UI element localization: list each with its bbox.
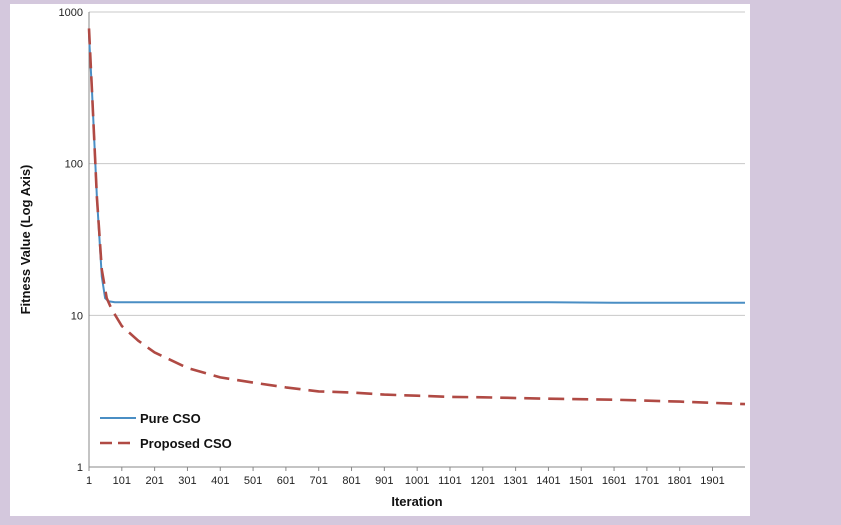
legend-label-1: Pure CSO <box>140 411 201 426</box>
x-tick-label: 1501 <box>569 475 593 487</box>
y-tick-label: 1000 <box>59 7 83 19</box>
x-tick-label: 201 <box>145 475 163 487</box>
y-tick-label: 100 <box>65 159 83 171</box>
legend-label-2: Proposed CSO <box>140 436 232 451</box>
x-tick-label: 1301 <box>503 475 527 487</box>
x-tick-label: 101 <box>113 475 131 487</box>
x-tick-label: 1401 <box>536 475 560 487</box>
y-axis-title: Fitness Value (Log Axis) <box>18 165 33 315</box>
x-tick-label: 701 <box>310 475 328 487</box>
x-tick-label: 1101 <box>438 475 462 487</box>
x-tick-label: 1701 <box>635 475 659 487</box>
grid-layer <box>89 11 745 316</box>
x-tick-label: 301 <box>178 475 196 487</box>
x-tick-label: 1601 <box>602 475 626 487</box>
series-line-1 <box>88 35 745 304</box>
legend: Pure CSO Proposed CSO <box>100 411 232 451</box>
x-tick-label: 501 <box>244 475 262 487</box>
x-tick-label: 1801 <box>667 475 691 487</box>
series-line-2 <box>87 28 746 406</box>
x-tick-label: 601 <box>277 475 295 487</box>
x-tick-label: 1 <box>86 475 92 487</box>
x-tick-label: 801 <box>342 475 360 487</box>
x-axis-title: Iteration <box>391 494 442 509</box>
x-tick-label: 1001 <box>405 475 429 487</box>
y-tick-label: 10 <box>71 310 83 322</box>
series-layer <box>87 28 746 406</box>
x-tick-label: 1201 <box>471 475 495 487</box>
x-tick-label: 1901 <box>700 475 724 487</box>
y-tick-label: 1 <box>77 462 83 474</box>
x-tick-label: 901 <box>375 475 393 487</box>
chart-panel: 1 10 100 1000 1 101 201 301 401 501 601 701 801 901 10… <box>10 4 750 516</box>
x-tick-label: 401 <box>211 475 229 487</box>
